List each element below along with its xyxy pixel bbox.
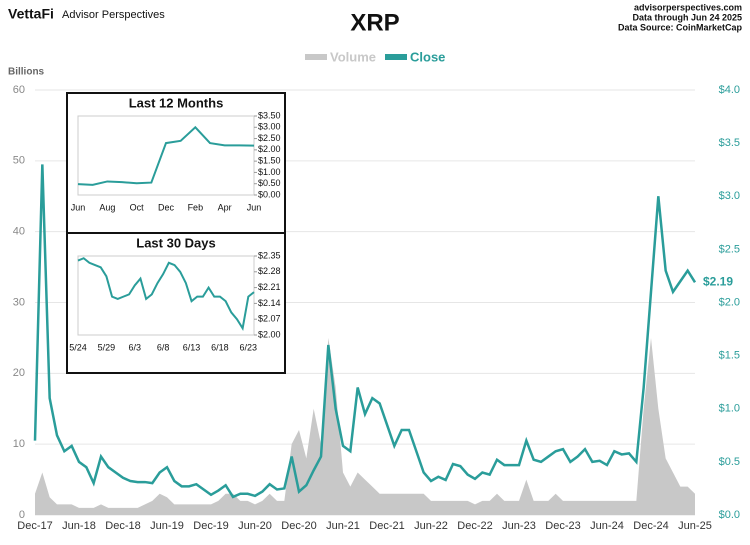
y2-tick-label: $1.5 xyxy=(719,350,740,362)
x-tick-label: Jun-21 xyxy=(326,520,360,532)
y-tick-label: 50 xyxy=(13,155,25,167)
data-through: Data through Jun 24 2025 xyxy=(632,12,742,22)
x-tick-label: Dec-17 xyxy=(17,520,52,532)
x-tick-label: Dec-18 xyxy=(105,520,140,532)
legend-label: Volume xyxy=(330,49,376,64)
y-tick-label: $0.50 xyxy=(258,178,281,188)
x-tick-label: 5/24 xyxy=(69,342,87,352)
y2-tick-label: $3.0 xyxy=(719,190,740,202)
y-tick-label: $1.00 xyxy=(258,167,281,177)
x-tick-label: Jun-22 xyxy=(414,520,448,532)
y-tick-label: 10 xyxy=(13,438,25,450)
end-label: $2.19 xyxy=(703,274,733,288)
y-tick-label: $3.50 xyxy=(258,110,281,120)
y2-tick-label: $0.5 xyxy=(719,456,740,468)
x-tick-label: Feb xyxy=(188,202,204,212)
x-tick-label: Dec-21 xyxy=(369,520,404,532)
y2-tick-label: $1.0 xyxy=(719,403,740,415)
legend-label: Close xyxy=(410,49,445,64)
y-axis-label: Billions xyxy=(8,67,45,78)
x-tick-label: Jun-20 xyxy=(238,520,272,532)
x-tick-label: Apr xyxy=(218,202,232,212)
close-line xyxy=(33,164,697,499)
x-tick-label: Aug xyxy=(99,202,115,212)
y-tick-label: 0 xyxy=(19,509,25,521)
y-tick-label: $2.50 xyxy=(258,133,281,143)
volume-area xyxy=(35,337,695,515)
source-site: advisorperspectives.com xyxy=(634,2,742,12)
x-tick-label: Jun-25 xyxy=(678,520,712,532)
x-tick-label: 6/23 xyxy=(240,342,258,352)
x-tick-label: Dec-20 xyxy=(281,520,316,532)
price-line xyxy=(77,125,255,186)
x-tick-label: 6/13 xyxy=(183,342,201,352)
x-tick-label: Jun-19 xyxy=(150,520,184,532)
y-tick-label: $2.14 xyxy=(258,298,281,308)
y-tick-label: $2.35 xyxy=(258,250,281,260)
y-tick-label: 60 xyxy=(13,84,25,96)
x-tick-label: Dec-19 xyxy=(193,520,228,532)
y-tick-label: 20 xyxy=(13,367,25,379)
inset-title: Last 30 Days xyxy=(136,235,216,250)
brand: Advisor Perspectives xyxy=(62,9,165,21)
y-tick-label: $2.07 xyxy=(258,314,281,324)
chart-title: XRP xyxy=(350,9,399,36)
x-tick-label: Dec-22 xyxy=(457,520,492,532)
x-tick-label: Dec-24 xyxy=(633,520,668,532)
price-line xyxy=(77,257,255,331)
x-tick-label: 6/18 xyxy=(211,342,229,352)
inset-plot xyxy=(77,255,255,336)
x-tick-label: Jun-23 xyxy=(502,520,536,532)
x-tick-label: Oct xyxy=(130,202,145,212)
x-tick-label: 5/29 xyxy=(98,342,116,352)
y-tick-label: 40 xyxy=(13,226,25,238)
x-tick-label: Jun xyxy=(247,202,262,212)
x-tick-label: 6/8 xyxy=(157,342,170,352)
y-tick-label: $3.00 xyxy=(258,122,281,132)
legend-swatch xyxy=(385,54,407,60)
y-tick-label: $2.21 xyxy=(258,282,281,292)
logo: VettaFi xyxy=(8,6,54,22)
x-tick-label: Dec-23 xyxy=(545,520,580,532)
y-tick-label: $2.00 xyxy=(258,144,281,154)
y-tick-label: $2.00 xyxy=(258,329,281,339)
x-tick-label: 6/3 xyxy=(129,342,142,352)
x-tick-label: Jun-24 xyxy=(590,520,624,532)
inset-plot xyxy=(77,115,255,196)
legend-swatch xyxy=(305,54,327,60)
y-tick-label: $2.28 xyxy=(258,266,281,276)
y2-tick-label: $3.5 xyxy=(719,137,740,149)
y-tick-label: 30 xyxy=(13,296,25,308)
y2-tick-label: $4.0 xyxy=(719,84,740,96)
y2-tick-label: $0.0 xyxy=(719,509,740,521)
data-source: Data Source: CoinMarketCap xyxy=(618,22,743,32)
y2-tick-label: $2.5 xyxy=(719,243,740,255)
y2-tick-label: $2.0 xyxy=(719,296,740,308)
x-tick-label: Jun-18 xyxy=(62,520,96,532)
x-tick-label: Dec xyxy=(158,202,175,212)
y-tick-label: $1.50 xyxy=(258,156,281,166)
inset-title: Last 12 Months xyxy=(129,95,224,110)
x-tick-label: Jun xyxy=(71,202,86,212)
y-tick-label: $0.00 xyxy=(258,189,281,199)
